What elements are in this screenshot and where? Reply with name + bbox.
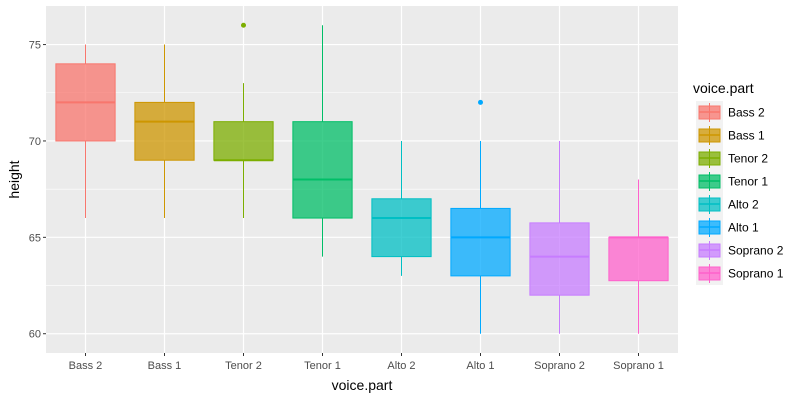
y-tick-label: 75 [29,40,41,52]
legend-item-bass-2: Bass 2 [696,101,765,124]
boxplot-soprano-1 [608,179,669,334]
x-tick-label: Soprano 1 [613,360,664,372]
boxplot-soprano-2 [529,140,590,334]
legend-item-tenor-1: Tenor 1 [696,170,768,193]
legend-title: voice.part [693,80,754,96]
y-tick-label: 60 [29,329,41,341]
outlier-point [241,22,246,28]
y-tick-label: 65 [29,232,41,244]
outlier-point [478,99,483,105]
legend-label: Alto 2 [728,198,759,212]
legend: voice.part Bass 2 Bass 1 Tenor 2 Tenor 1 Alt… [693,80,784,285]
legend-label: Soprano 2 [728,244,784,258]
boxplot-bass-1 [134,44,195,219]
legend-item-soprano-1: Soprano 1 [696,262,784,285]
x-tick-label: Alto 1 [466,360,494,372]
boxplot-tenor-2 [213,22,274,219]
x-tick-label: Bass 2 [69,360,103,372]
boxplots [55,22,669,334]
legend-label: Tenor 1 [728,175,768,189]
y-axis-ticks: 60 65 70 75 [29,40,46,341]
x-tick-label: Soprano 2 [534,360,585,372]
legend-item-alto-2: Alto 2 [696,193,759,216]
box [608,236,669,282]
boxplot-bass-2 [55,44,116,219]
boxplot-alto-2 [371,140,432,276]
box [450,207,511,277]
box [213,121,274,161]
legend-label: Alto 1 [728,221,759,235]
box [134,101,195,161]
box [371,198,432,258]
box [292,121,353,219]
x-tick-label: Tenor 2 [225,360,262,372]
legend-item-alto-1: Alto 1 [696,216,759,239]
x-axis-ticks: Bass 2 Bass 1 Tenor 2 Tenor 1 Alto 2 Alto 1 So… [69,353,664,372]
legend-label: Bass 2 [728,106,765,120]
legend-label: Soprano 1 [728,267,784,281]
plot-panel [46,6,678,353]
box [529,222,590,296]
boxplot-alto-1 [450,99,511,334]
legend-label: Bass 1 [728,129,765,143]
boxplot-tenor-1 [292,25,353,257]
legend-label: Tenor 2 [728,152,768,166]
legend-item-bass-1: Bass 1 [696,124,765,147]
legend-item-tenor-2: Tenor 2 [696,147,768,170]
legend-item-soprano-2: Soprano 2 [696,239,784,262]
x-tick-label: Alto 2 [387,360,415,372]
x-axis-title: voice.part [332,377,393,393]
y-tick-label: 70 [29,136,41,148]
y-axis-title: height [6,160,22,198]
x-tick-label: Bass 1 [148,360,182,372]
x-tick-label: Tenor 1 [304,360,341,372]
